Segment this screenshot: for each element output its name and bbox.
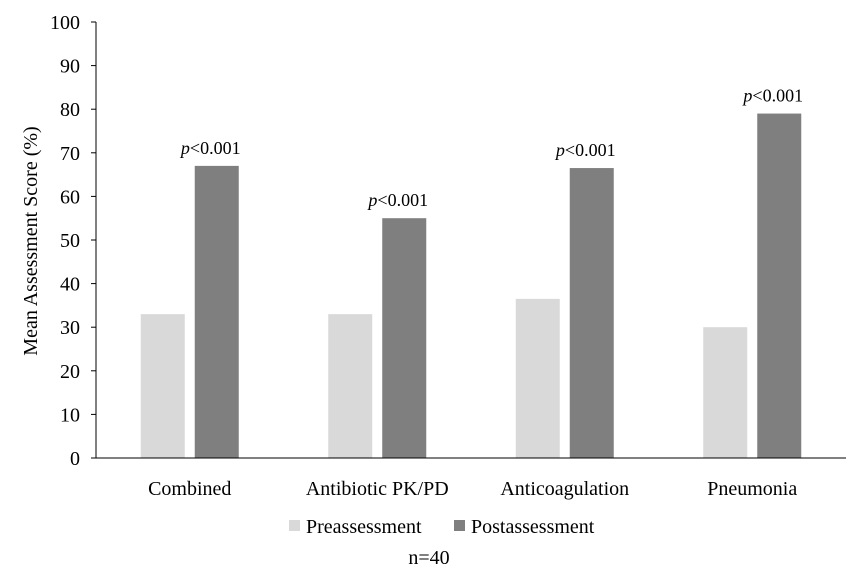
sample-size-note: n=40 xyxy=(408,547,449,569)
y-axis-ticks: 0 10 20 30 40 50 60 70 80 90 100 xyxy=(50,12,96,470)
y-tick-label: 90 xyxy=(60,56,80,78)
y-tick-label: 100 xyxy=(50,12,80,34)
x-axis-ticks: Combined Antibiotic PK/PD Anticoagulation P… xyxy=(148,478,797,500)
x-tick-label: Anticoagulation xyxy=(500,478,629,500)
y-tick-label: 10 xyxy=(60,404,80,426)
axes xyxy=(95,22,846,459)
bar-postassessment-antibiotic-pk-pd xyxy=(382,218,427,458)
annotations: p<0.001 p<0.001 p<0.001 p<0.001 xyxy=(179,86,803,211)
y-tick-label: 60 xyxy=(60,186,80,208)
p-value-annotation: p<0.001 xyxy=(554,140,616,160)
legend-label-preassessment: Preassessment xyxy=(306,516,422,538)
bar-postassessment-pneumonia xyxy=(757,113,802,458)
x-tick-label: Antibiotic PK/PD xyxy=(306,478,449,500)
legend-swatch-postassessment xyxy=(454,520,465,531)
bar-postassessment-combined xyxy=(194,165,239,458)
bar-postassessment-anticoagulation xyxy=(569,168,614,458)
bar-preassessment-combined xyxy=(140,314,185,458)
y-tick-label: 50 xyxy=(60,230,80,252)
y-tick-label: 30 xyxy=(60,317,80,339)
bar-preassessment-anticoagulation xyxy=(515,298,560,458)
y-tick-label: 40 xyxy=(60,274,80,296)
bar-preassessment-antibiotic-pk-pd xyxy=(328,314,373,458)
p-value-annotation: p<0.001 xyxy=(179,138,241,158)
y-axis-label: Mean Assessment Score (%) xyxy=(20,126,42,355)
y-tick-label: 0 xyxy=(70,448,80,470)
bar-preassessment-pneumonia xyxy=(703,327,748,458)
p-value-annotation: p<0.001 xyxy=(366,190,428,210)
y-tick-label: 20 xyxy=(60,361,80,383)
x-tick-label: Pneumonia xyxy=(707,478,797,500)
p-value-annotation: p<0.001 xyxy=(741,86,803,106)
legend: Preassessment Postassessment xyxy=(289,516,595,538)
legend-swatch-preassessment xyxy=(289,520,300,531)
y-tick-label: 70 xyxy=(60,143,80,165)
x-tick-label: Combined xyxy=(148,478,231,500)
legend-label-postassessment: Postassessment xyxy=(471,516,595,538)
bars xyxy=(140,113,802,458)
y-tick-label: 80 xyxy=(60,99,80,121)
